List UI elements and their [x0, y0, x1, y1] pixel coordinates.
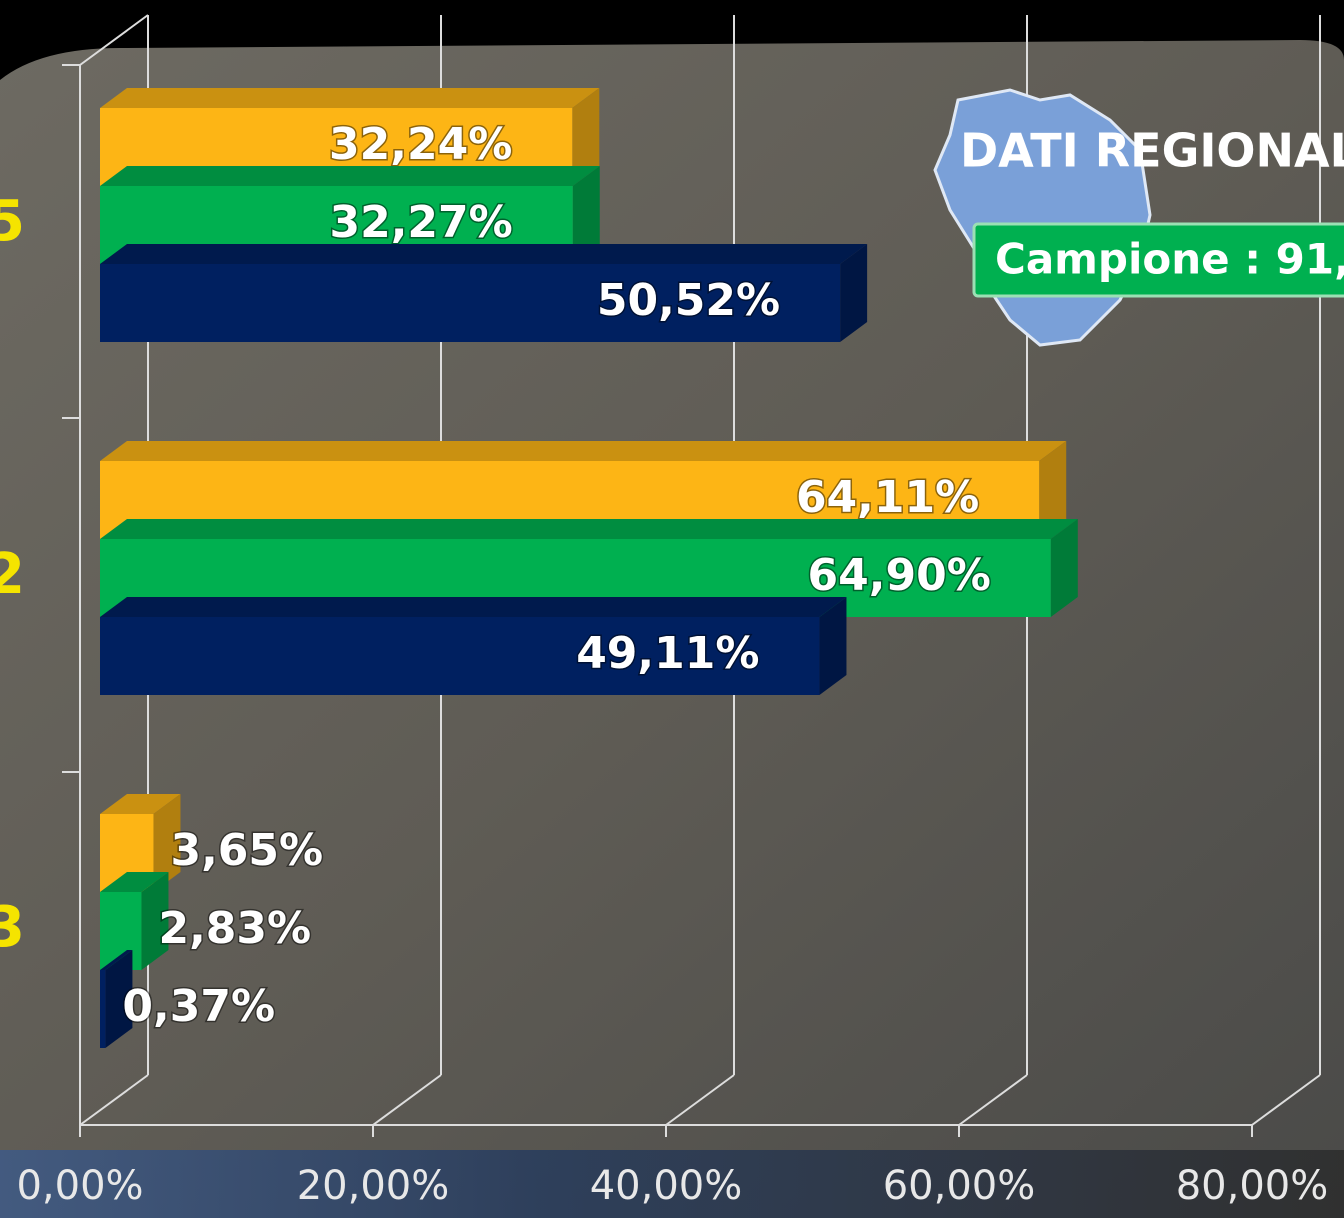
- category-label: 2: [0, 542, 25, 607]
- x-tick-label: 0,00%: [16, 1163, 143, 1209]
- x-tick-label: 80,00%: [1176, 1163, 1329, 1209]
- category-label: 5: [0, 189, 25, 254]
- x-tick-label: 20,00%: [297, 1163, 450, 1209]
- bar-top: [100, 244, 867, 264]
- bar-top: [100, 519, 1078, 539]
- value-label: 50,52%: [597, 275, 780, 326]
- value-label: 0,37%: [122, 981, 275, 1032]
- category-label: 3: [0, 895, 25, 960]
- bar-top: [100, 597, 846, 617]
- value-label: 64,90%: [808, 550, 991, 601]
- bar: [100, 970, 105, 1048]
- x-tick-label: 60,00%: [883, 1163, 1036, 1209]
- chart-title: DATI REGIONAL: [960, 124, 1344, 178]
- bar-top: [100, 88, 599, 108]
- value-label: 49,11%: [576, 628, 759, 679]
- value-label: 64,11%: [796, 472, 979, 523]
- sample-text: Campione : 91,66: [995, 235, 1344, 284]
- value-label: 2,83%: [158, 903, 311, 954]
- bar-top: [100, 166, 600, 186]
- value-label: 32,24%: [329, 119, 512, 170]
- value-label: 3,65%: [170, 825, 323, 876]
- chart: 0,00% 20,00% 40,00% 60,00% 80,00% 5 32,24% 32,2…: [0, 0, 1344, 1218]
- value-label: 32,27%: [329, 197, 512, 248]
- x-tick-label: 40,00%: [590, 1163, 743, 1209]
- bar-top: [100, 441, 1066, 461]
